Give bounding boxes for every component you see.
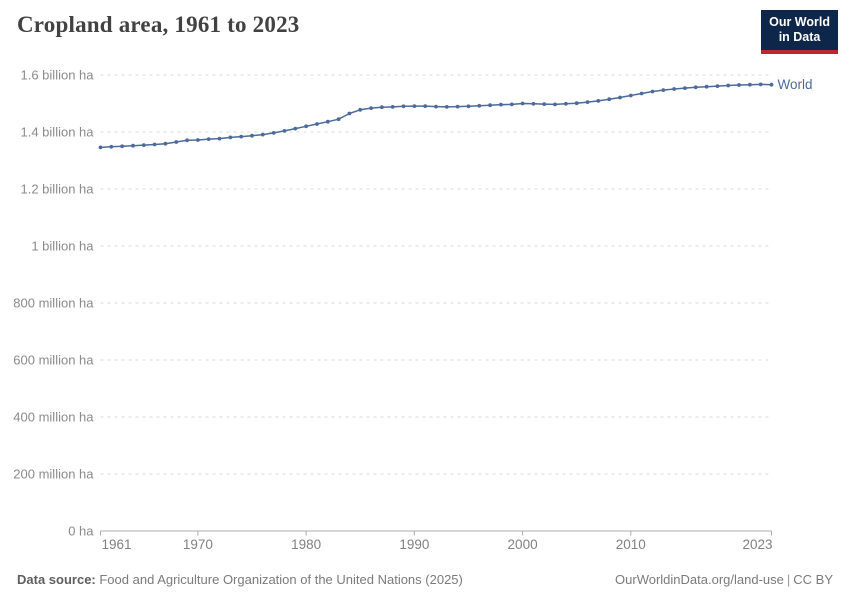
owid-logo-line1: Our World	[769, 15, 830, 29]
y-axis-tick-label: 400 million ha	[13, 410, 94, 425]
y-axis-tick-label: 1 billion ha	[31, 239, 94, 254]
data-point	[228, 135, 233, 140]
data-point	[282, 129, 287, 133]
data-point	[174, 140, 179, 144]
data-point	[596, 99, 601, 103]
data-point	[639, 91, 644, 96]
data-point	[455, 104, 460, 109]
data-point	[737, 83, 741, 87]
data-point	[185, 138, 190, 143]
data-point	[120, 144, 124, 149]
data-point	[401, 104, 406, 109]
data-point	[390, 105, 395, 109]
data-point	[423, 104, 428, 108]
data-point	[271, 131, 276, 135]
x-axis-tick-label: 2010	[616, 537, 646, 552]
data-point	[553, 102, 557, 107]
data-point	[347, 111, 352, 116]
x-axis-tick-label: 1970	[183, 537, 213, 552]
data-point	[693, 85, 698, 90]
series-end-label-world[interactable]: World	[778, 77, 813, 92]
y-axis-tick-label: 1.4 billion ha	[21, 125, 95, 140]
data-point	[499, 102, 503, 107]
chart-footer: Data source: Food and Agriculture Organi…	[17, 572, 833, 587]
data-point	[444, 105, 449, 109]
data-point	[564, 101, 568, 106]
data-point	[304, 124, 308, 129]
page-title: Cropland area, 1961 to 2023	[17, 12, 300, 37]
data-point	[369, 106, 373, 110]
data-point	[715, 84, 720, 88]
data-point	[152, 142, 157, 147]
data-point	[336, 117, 341, 122]
data-source-note: Data source: Food and Agriculture Organi…	[17, 572, 463, 587]
y-axis-tick-label: 600 million ha	[13, 353, 94, 368]
data-point	[769, 82, 774, 87]
y-axis-tick-label: 800 million ha	[13, 296, 94, 311]
x-axis-tick-label: 1961	[102, 537, 132, 552]
y-axis-tick-label: 200 million ha	[13, 467, 94, 482]
y-axis-tick-label: 1.6 billion ha	[21, 68, 95, 83]
data-source-label: Data source:	[17, 572, 96, 587]
x-axis-tick-label: 2023	[742, 537, 772, 552]
data-point	[315, 122, 319, 126]
data-point	[607, 97, 612, 102]
data-point	[163, 141, 168, 146]
data-point	[758, 82, 763, 87]
data-point	[412, 104, 417, 108]
data-point	[574, 101, 579, 106]
data-point	[661, 88, 666, 92]
chart-header: Cropland area, 1961 to 2023 Our World in…	[0, 0, 850, 60]
data-point	[509, 102, 514, 107]
data-point	[293, 126, 298, 131]
data-point	[325, 119, 330, 124]
footer-separator: |	[786, 572, 791, 587]
data-point	[683, 86, 687, 90]
y-axis-tick-label: 0 ha	[68, 524, 94, 539]
data-point	[358, 107, 363, 112]
data-point	[260, 132, 265, 137]
data-source-text: Food and Agriculture Organization of the…	[95, 572, 463, 587]
series-line-world	[100, 83, 772, 149]
data-point	[704, 84, 709, 89]
data-point	[488, 103, 492, 108]
data-point	[726, 83, 731, 88]
data-point	[466, 104, 471, 109]
data-point	[250, 133, 254, 138]
data-point	[380, 105, 384, 110]
x-axis-tick-label: 1990	[399, 537, 429, 552]
data-point	[131, 143, 135, 148]
data-point	[477, 103, 482, 108]
data-point	[98, 145, 103, 150]
data-point	[239, 134, 244, 139]
x-axis-tick-label: 2000	[508, 537, 538, 552]
data-point	[672, 87, 676, 91]
data-point	[618, 95, 622, 100]
license-badge: CC BY	[793, 572, 833, 587]
y-axis-tick-label: 1.2 billion ha	[21, 182, 95, 197]
footer-credit: OurWorldinData.org/land-use | CC BY	[615, 572, 833, 587]
data-point	[217, 136, 222, 141]
owid-logo[interactable]: Our World in Data	[761, 10, 838, 54]
data-point	[206, 137, 211, 142]
data-point	[542, 102, 547, 106]
data-point	[196, 138, 200, 142]
data-point	[520, 101, 525, 106]
data-point	[109, 144, 114, 149]
x-axis-tick-label: 1980	[291, 537, 321, 552]
data-point	[531, 101, 536, 106]
data-point	[628, 93, 633, 98]
data-point	[141, 143, 146, 148]
owid-logo-line2: in Data	[778, 30, 821, 45]
data-point	[748, 82, 752, 87]
data-point	[650, 89, 655, 94]
data-point	[585, 100, 590, 104]
data-point	[434, 104, 438, 109]
owid-url-link[interactable]: OurWorldinData.org/land-use	[615, 572, 784, 587]
